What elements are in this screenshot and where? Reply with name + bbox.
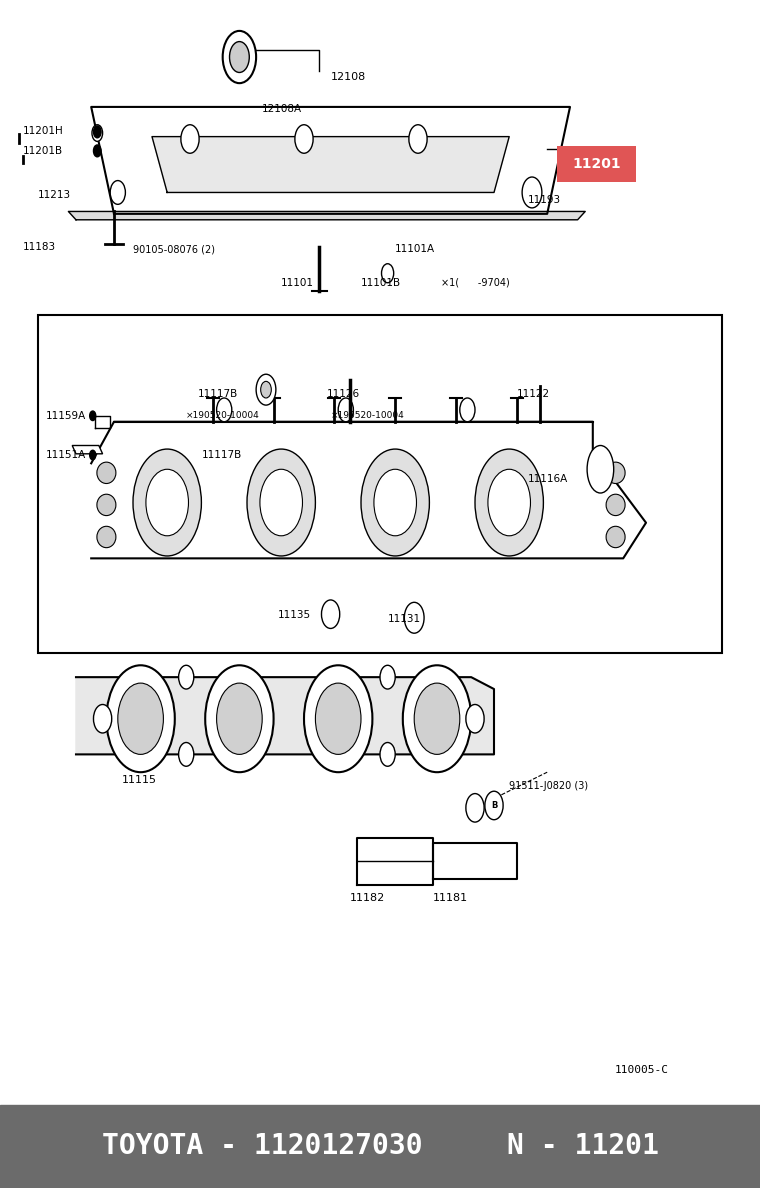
Polygon shape — [91, 107, 570, 214]
Polygon shape — [72, 446, 103, 454]
Circle shape — [522, 177, 542, 208]
Bar — [0, 1105, 760, 1188]
Ellipse shape — [606, 462, 625, 484]
Circle shape — [414, 683, 460, 754]
Ellipse shape — [97, 462, 116, 484]
Circle shape — [466, 794, 484, 822]
Circle shape — [485, 791, 503, 820]
Text: ×190520-10004: ×190520-10004 — [331, 411, 404, 421]
Circle shape — [403, 665, 471, 772]
Text: 11159A: 11159A — [46, 411, 86, 421]
Ellipse shape — [606, 494, 625, 516]
Circle shape — [110, 181, 125, 204]
Text: 11182: 11182 — [350, 893, 385, 903]
Text: 12108: 12108 — [331, 72, 366, 82]
Text: 11101A: 11101A — [395, 245, 435, 254]
Circle shape — [90, 411, 96, 421]
Circle shape — [230, 42, 249, 72]
Circle shape — [223, 31, 256, 83]
Circle shape — [181, 125, 199, 153]
Text: ×190520-10004: ×190520-10004 — [186, 411, 260, 421]
Polygon shape — [68, 211, 585, 220]
Circle shape — [179, 742, 194, 766]
Circle shape — [93, 126, 101, 138]
Circle shape — [179, 665, 194, 689]
Ellipse shape — [97, 494, 116, 516]
Ellipse shape — [587, 446, 613, 493]
Circle shape — [321, 600, 340, 628]
Text: 11101B: 11101B — [361, 278, 401, 287]
Polygon shape — [433, 843, 517, 879]
Circle shape — [146, 469, 188, 536]
Circle shape — [488, 469, 530, 536]
Circle shape — [217, 683, 262, 754]
Text: B: B — [491, 801, 497, 810]
Circle shape — [460, 398, 475, 422]
Bar — [38, 315, 722, 653]
Polygon shape — [91, 422, 646, 558]
Ellipse shape — [97, 526, 116, 548]
Text: 11201B: 11201B — [23, 146, 63, 156]
Circle shape — [338, 398, 353, 422]
Circle shape — [315, 683, 361, 754]
Text: 11116A: 11116A — [528, 474, 568, 484]
Text: 11193: 11193 — [528, 195, 562, 204]
Polygon shape — [357, 838, 433, 885]
Circle shape — [475, 449, 543, 556]
Text: 11101: 11101 — [281, 278, 314, 287]
Circle shape — [205, 665, 274, 772]
Circle shape — [118, 683, 163, 754]
Text: 110005-C: 110005-C — [615, 1066, 669, 1075]
Circle shape — [260, 469, 302, 536]
Text: 11183: 11183 — [23, 242, 56, 252]
Circle shape — [90, 450, 96, 460]
Circle shape — [256, 374, 276, 405]
Text: 12108A: 12108A — [262, 105, 302, 114]
Text: TOYOTA - 1120127030     N - 11201: TOYOTA - 1120127030 N - 11201 — [102, 1132, 658, 1161]
Circle shape — [93, 704, 112, 733]
Text: 11181: 11181 — [433, 893, 468, 903]
Text: 11126: 11126 — [327, 390, 360, 399]
FancyBboxPatch shape — [557, 146, 636, 182]
Circle shape — [133, 449, 201, 556]
Polygon shape — [152, 137, 509, 192]
Circle shape — [295, 125, 313, 153]
Text: ×1(      -9704): ×1( -9704) — [441, 278, 509, 287]
Circle shape — [217, 398, 232, 422]
Circle shape — [106, 665, 175, 772]
Text: 11117B: 11117B — [198, 390, 238, 399]
Circle shape — [93, 145, 101, 157]
Text: 11201: 11201 — [572, 157, 621, 171]
Circle shape — [247, 449, 315, 556]
Circle shape — [466, 704, 484, 733]
Text: 11151A: 11151A — [46, 450, 86, 460]
Ellipse shape — [606, 526, 625, 548]
Circle shape — [382, 264, 394, 283]
Circle shape — [361, 449, 429, 556]
Text: 11122: 11122 — [517, 390, 550, 399]
Text: 11115: 11115 — [122, 775, 157, 784]
Circle shape — [261, 381, 271, 398]
Circle shape — [380, 742, 395, 766]
Circle shape — [404, 602, 424, 633]
Text: 11131: 11131 — [388, 614, 421, 624]
Circle shape — [380, 665, 395, 689]
Text: 11213: 11213 — [38, 190, 71, 200]
Text: 11201H: 11201H — [23, 126, 64, 135]
Circle shape — [92, 125, 103, 141]
Text: 11117B: 11117B — [201, 450, 242, 460]
Text: 91511-J0820 (3): 91511-J0820 (3) — [509, 781, 588, 790]
Circle shape — [374, 469, 416, 536]
Polygon shape — [76, 677, 494, 754]
Circle shape — [409, 125, 427, 153]
Circle shape — [304, 665, 372, 772]
Text: 90105-08076 (2): 90105-08076 (2) — [133, 245, 215, 254]
Text: 11135: 11135 — [277, 611, 311, 620]
